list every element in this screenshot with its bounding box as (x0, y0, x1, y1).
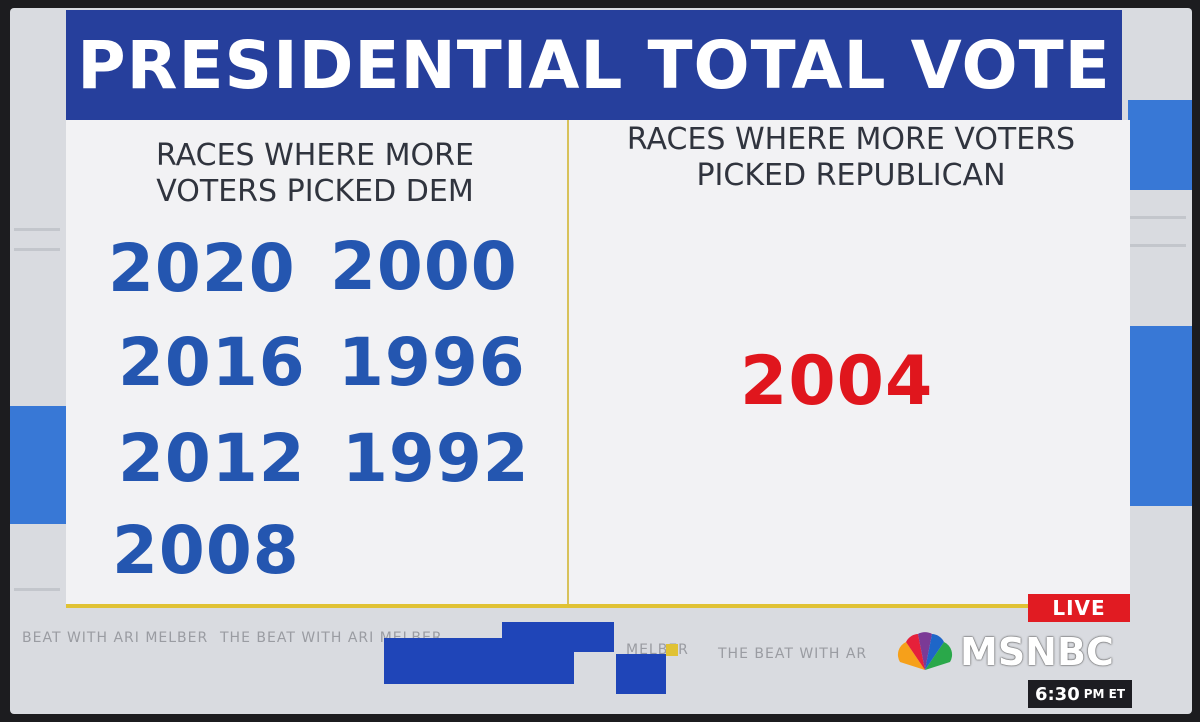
dem-panel: RACES WHERE MORE VOTERS PICKED DEM 2020 … (66, 120, 564, 606)
bg-blue-block-right-top (1128, 100, 1192, 190)
dem-panel-heading: RACES WHERE MORE VOTERS PICKED DEM (66, 138, 564, 210)
bg-blue-block-right-mid (1128, 326, 1192, 506)
dem-year: 1992 (342, 420, 530, 497)
bottom-accent-rule (66, 604, 1130, 608)
clock-suffix: PM ET (1083, 687, 1126, 701)
bg-stripe (14, 248, 60, 251)
dem-year: 2016 (118, 324, 306, 401)
title-bar: PRESIDENTIAL TOTAL VOTE (66, 10, 1122, 120)
bg-stripe (14, 588, 60, 591)
dem-heading-line2: VOTERS PICKED DEM (156, 174, 474, 209)
rep-heading-line1: RACES WHERE MORE VOTERS (626, 122, 1076, 157)
dem-year: 2012 (118, 420, 306, 497)
glitch-block (384, 638, 574, 684)
clock: 6:30 PM ET (1028, 680, 1132, 708)
bg-blue-block-left (10, 406, 66, 524)
dem-year: 2000 (330, 228, 518, 305)
logo-text: MSNBC (960, 630, 1114, 674)
rep-panel-heading: RACES WHERE MORE VOTERS PICKED REPUBLICA… (572, 122, 1130, 194)
ticker-text: THE BEAT WITH AR (718, 646, 868, 662)
column-divider (567, 120, 569, 608)
glitch-block (616, 654, 666, 694)
graphic-title: PRESIDENTIAL TOTAL VOTE (77, 26, 1111, 104)
clock-time: 6:30 (1034, 683, 1080, 705)
rep-panel: RACES WHERE MORE VOTERS PICKED REPUBLICA… (572, 120, 1130, 606)
dem-year: 2008 (112, 512, 300, 589)
bg-stripe (1130, 216, 1186, 219)
peacock-icon (897, 632, 953, 670)
rep-heading-line2: PICKED REPUBLICAN (696, 158, 1006, 193)
rep-year: 2004 (740, 342, 934, 421)
tv-screen: PRESIDENTIAL TOTAL VOTE RACES WHERE MORE… (10, 8, 1192, 714)
dem-heading-line1: RACES WHERE MORE (156, 138, 474, 173)
glitch-block (666, 644, 678, 656)
bg-stripe (1130, 244, 1186, 247)
dem-year: 1996 (338, 324, 526, 401)
bg-stripe (14, 228, 60, 231)
ticker-text: BEAT WITH ARI MELBER (22, 630, 209, 646)
live-badge: LIVE (1028, 594, 1130, 622)
msnbc-logo: MSNBC (896, 628, 1114, 676)
dem-year: 2020 (108, 230, 296, 307)
